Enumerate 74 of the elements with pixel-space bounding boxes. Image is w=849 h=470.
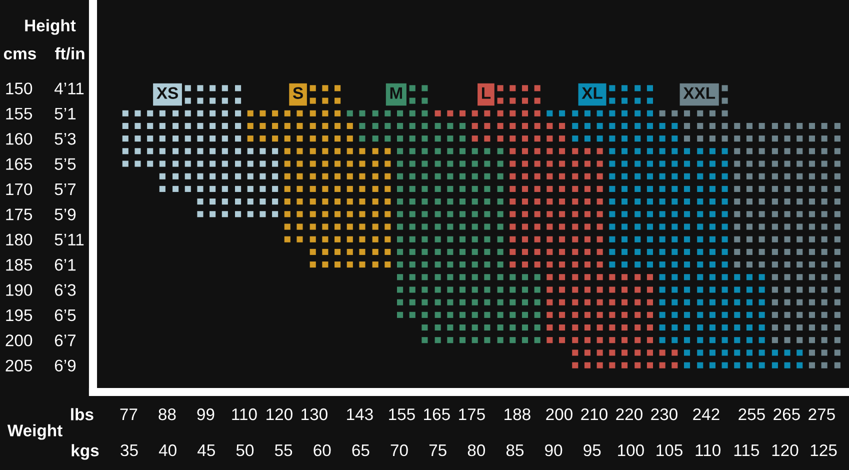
x-tick-label: 95 [584,444,601,456]
x2-tick-label: 200 [546,408,572,420]
y-tick-label: 150 [6,82,32,94]
category-label: 6’7 [54,334,76,346]
x-tick-label: 100 [618,444,644,456]
y-tick-label: 185 [6,258,32,271]
x2-tick-label: 77 [120,408,138,420]
category-label: 6’9 [54,360,76,372]
text: Height [25,19,76,35]
x2-tick-label: 220 [616,408,642,420]
x2-tick-label: 255 [738,408,765,420]
x2-tick-label: 230 [651,408,678,420]
x-tick-label: 125 [810,444,837,456]
x2-tick-label: 175 [459,408,485,420]
x-tick-label: 85 [506,444,524,456]
x-tick-label: 65 [352,444,370,456]
series-label: XXL [683,87,716,99]
y-tick-label: 165 [6,158,32,170]
x-tick-label: 60 [314,444,331,456]
x-tick-label: 40 [158,444,176,456]
x2-tick-label: 188 [504,408,530,420]
y-axis-title: cms [4,50,36,60]
y-tick-label: 205 [6,360,32,372]
x-axis-title: kgs [72,444,99,460]
x-tick-label: 80 [468,444,486,456]
x2-tick-label: 155 [389,408,415,420]
x2-tick-label: 99 [197,408,214,420]
y2-axis-title: ft/in [55,47,84,60]
series-label: XS [156,87,178,99]
y-tick-label: 160 [6,132,32,145]
category-label: 4’11 [54,82,84,94]
category-label: 5’5 [54,158,76,170]
x2-axis-title: lbs [71,408,94,420]
category-label: 5’1 [54,108,76,120]
y-tick-label: 190 [6,284,32,296]
x2-tick-label: 242 [693,408,720,420]
series-label: L [482,87,491,99]
x-tick-label: 110 [696,444,720,456]
x2-tick-label: 88 [158,408,176,420]
y-tick-label: 175 [6,208,32,220]
x-tick-label: 50 [236,444,254,456]
x2-tick-label: 143 [347,408,373,420]
x-tick-label: 120 [772,444,798,456]
x-tick-label: 45 [198,444,215,456]
category-label: 5’11 [54,234,84,246]
x2-tick-label: 210 [581,408,608,420]
category-label: 5’9 [54,208,76,220]
x2-tick-label: 110 [232,408,257,420]
x2-tick-label: 275 [808,408,835,420]
y-tick-label: 200 [6,334,32,346]
category-label: 6’1 [54,258,76,271]
y-tick-label: 180 [6,234,32,246]
category-label: 5’7 [54,184,76,196]
category-label: 5’3 [54,132,76,145]
x-tick-label: 70 [390,444,408,456]
x-tick-label: 55 [274,444,292,456]
x-tick-label: 35 [120,444,138,456]
series-label: XL [582,87,602,99]
text: Weight [7,424,62,440]
x2-tick-label: 165 [424,408,450,420]
x-tick-label: 105 [656,444,682,456]
x2-tick-label: 265 [774,408,800,420]
y-tick-label: 195 [6,309,32,322]
y-tick-label: 170 [6,183,32,196]
x2-tick-label: 130 [302,408,328,420]
category-label: 6’3 [54,284,76,296]
category-label: 6’5 [54,309,76,322]
x-tick-label: 90 [545,444,562,456]
x2-tick-label: 120 [266,408,292,420]
y-tick-label: 155 [6,108,32,120]
x-tick-label: 115 [734,444,759,456]
series-label: M [390,87,402,99]
series-label: S [292,87,303,99]
x-tick-label: 75 [429,444,446,456]
